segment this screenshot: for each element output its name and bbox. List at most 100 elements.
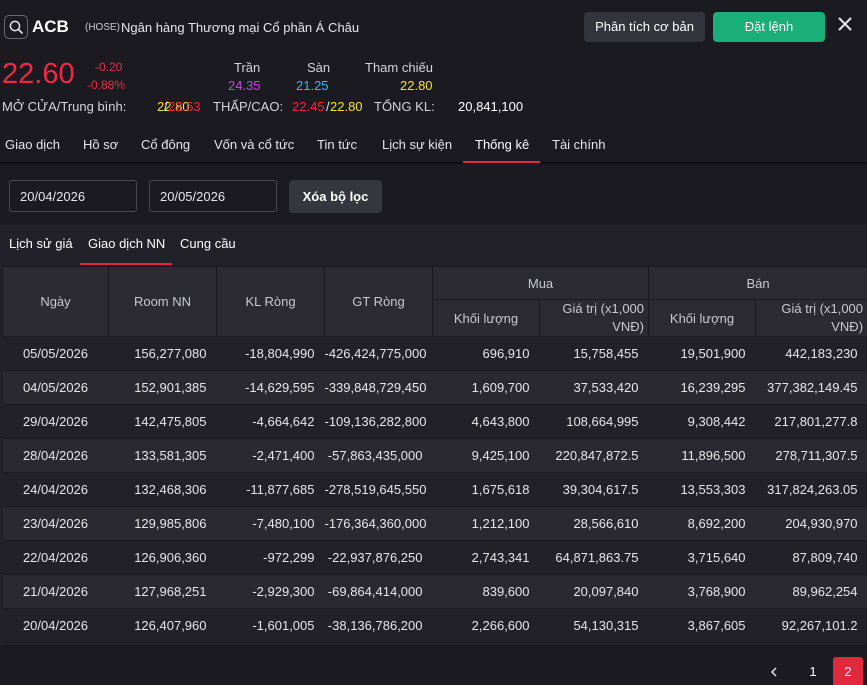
cell-net-volume: -2,929,300 [216, 574, 325, 609]
cell-net-volume: -18,804,990 [216, 336, 325, 371]
floor-label: Sàn [307, 60, 331, 75]
page-2-button[interactable]: 2 [833, 657, 863, 685]
subtab-supply-demand[interactable]: Cung cầu [180, 236, 236, 251]
subtab-foreign-trading[interactable]: Giao dịch NN [88, 236, 166, 251]
table-row: 28/04/2026 133,581,305 -2,471,400 -57,86… [2, 438, 867, 473]
cell-net-value: -278,519,645,550 [324, 472, 433, 507]
table-row: 04/05/2026 152,901,385 -14,629,595 -339,… [2, 370, 867, 405]
cell-room: 127,968,251 [108, 574, 217, 609]
price-change-percent: -0.88% [87, 78, 126, 92]
tab-capital-dividends[interactable]: Vốn và cổ tức [214, 137, 295, 152]
table-row: 21/04/2026 127,968,251 -2,929,300 -69,86… [2, 574, 867, 609]
table-row: 29/04/2026 142,475,805 -4,664,642 -109,1… [2, 404, 867, 439]
cell-sell-value: 87,809,740 [755, 540, 867, 575]
cell-buy-value: 64,871,863.75 [539, 540, 649, 575]
col-header-room: Room NN [108, 266, 217, 337]
cell-buy-volume: 696,910 [432, 336, 540, 371]
cell-buy-volume: 2,743,341 [432, 540, 540, 575]
to-date-input[interactable] [149, 180, 277, 212]
cell-net-volume: -2,471,400 [216, 438, 325, 473]
average-price: 22.63 [168, 99, 201, 114]
cell-sell-volume: 3,768,900 [648, 574, 756, 609]
active-subtab-indicator [80, 263, 172, 265]
tab-trading[interactable]: Giao dịch [5, 137, 60, 152]
cell-net-value: -22,937,876,250 [324, 540, 433, 575]
cell-room: 152,901,385 [108, 370, 217, 405]
cell-sell-value: 204,930,970 [755, 506, 867, 541]
reference-price: 22.80 [400, 78, 433, 93]
cell-date: 23/04/2026 [2, 506, 109, 541]
cell-net-value: -339,848,729,450 [324, 370, 433, 405]
cell-net-volume: -7,480,100 [216, 506, 325, 541]
reference-label: Tham chiếu [365, 60, 433, 75]
tab-shareholders[interactable]: Cổ đông [141, 137, 191, 152]
tab-events[interactable]: Lịch sự kiện [382, 137, 453, 152]
statistics-panel: Lịch sử giá Giao dịch NN Cung cầu Ngày R… [0, 225, 867, 645]
tab-news[interactable]: Tin tức [317, 137, 358, 152]
open-price: 22.80 [157, 99, 190, 114]
ticker-symbol: ACB [32, 17, 69, 36]
tab-profile[interactable]: Hồ sơ [83, 137, 119, 152]
company-name: Ngân hàng Thương mại Cổ phần Á Châu [121, 20, 360, 35]
cell-buy-value: 108,664,995 [539, 404, 649, 439]
cell-buy-value: 15,758,455 [539, 336, 649, 371]
col-header-sell: Bán [648, 266, 867, 300]
table-row: 05/05/2026 156,277,080 -18,804,990 -426,… [2, 336, 867, 371]
cell-net-value: -57,863,435,000 [324, 438, 433, 473]
cell-sell-value: 92,267,101.2 [755, 608, 867, 643]
cell-buy-volume: 1,212,100 [432, 506, 540, 541]
cell-net-value: -69,864,414,000 [324, 574, 433, 609]
place-order-button[interactable]: Đặt lệnh [713, 12, 825, 42]
col-header-net-volume: KL Ròng [216, 266, 325, 337]
cell-buy-value: 39,304,617.5 [539, 472, 649, 507]
cell-net-volume: -14,629,595 [216, 370, 325, 405]
floor-price: 21.25 [296, 78, 329, 93]
cell-date: 21/04/2026 [2, 574, 109, 609]
cell-buy-volume: 2,266,600 [432, 608, 540, 643]
cell-room: 129,985,806 [108, 506, 217, 541]
cell-buy-volume: 4,643,800 [432, 404, 540, 439]
prev-page-button[interactable] [764, 664, 784, 680]
cell-sell-value: 442,183,230 [755, 336, 867, 371]
cell-net-volume: -972,299 [216, 540, 325, 575]
cell-sell-volume: 3,715,640 [648, 540, 756, 575]
cell-net-value: -176,364,360,000 [324, 506, 433, 541]
cell-buy-value: 220,847,872.5 [539, 438, 649, 473]
fundamental-analysis-button[interactable]: Phân tích cơ bản [584, 12, 705, 42]
cell-net-value: -38,136,786,200 [324, 608, 433, 643]
col-header-sell-volume: Khối lượng [648, 299, 757, 337]
search-button[interactable] [4, 15, 28, 39]
page-1-button[interactable]: 1 [809, 664, 817, 679]
slash-1: / [164, 99, 168, 114]
exchange-label: (HOSE) [85, 22, 120, 33]
cell-buy-value: 28,566,610 [539, 506, 649, 541]
last-price: 22.60 [2, 58, 75, 90]
subtab-price-history[interactable]: Lịch sử giá [9, 236, 73, 251]
tab-statistics[interactable]: Thống kê [475, 137, 530, 152]
clear-filter-button[interactable]: Xóa bộ lọc [289, 180, 382, 213]
price-change: -0.20 [95, 60, 123, 74]
cell-room: 133,581,305 [108, 438, 217, 473]
total-volume-label: TỔNG KL: [374, 99, 435, 114]
slash-2: / [326, 99, 330, 114]
cell-buy-value: 37,533,420 [539, 370, 649, 405]
cell-sell-volume: 9,308,442 [648, 404, 756, 439]
ceiling-label: Trần [234, 60, 261, 75]
cell-sell-value: 317,824,263.05 [755, 472, 867, 507]
cell-date: 20/04/2026 [2, 608, 109, 643]
close-button[interactable] [836, 15, 854, 33]
ceiling-price: 24.35 [228, 78, 261, 93]
from-date-input[interactable] [9, 180, 137, 212]
cell-sell-volume: 11,896,500 [648, 438, 756, 473]
cell-room: 142,475,805 [108, 404, 217, 439]
cell-room: 156,277,080 [108, 336, 217, 371]
main-tabs: Giao dịch Hồ sơ Cổ đông Vốn và cổ tức Ti… [0, 128, 867, 164]
cell-date: 29/04/2026 [2, 404, 109, 439]
top-bar: ACB (HOSE) Ngân hàng Thương mại Cổ phần … [0, 0, 867, 56]
cell-net-volume: -1,601,005 [216, 608, 325, 643]
cell-date: 28/04/2026 [2, 438, 109, 473]
cell-room: 126,407,960 [108, 608, 217, 643]
cell-date: 05/05/2026 [2, 336, 109, 371]
tab-financials[interactable]: Tài chính [552, 137, 606, 152]
active-tab-indicator [463, 161, 540, 163]
